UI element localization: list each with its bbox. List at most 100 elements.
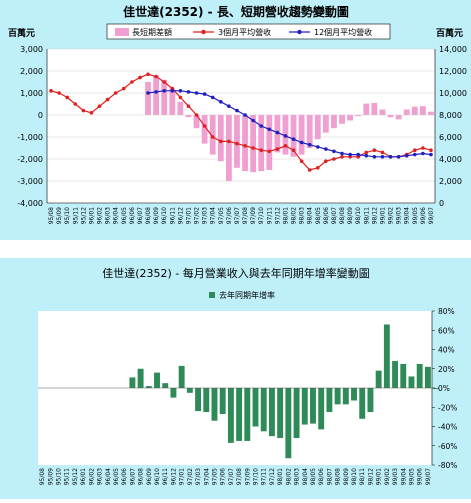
- x-tick-label: 97/04: [203, 468, 210, 485]
- diff-bar: [201, 115, 208, 144]
- left-tick-label: -3,000: [17, 177, 43, 186]
- avg-12m-point: [178, 89, 183, 93]
- avg-3m-point: [299, 159, 304, 163]
- plot-area: [47, 49, 435, 203]
- x-tick-label: 98/10: [355, 207, 362, 224]
- diff-bar: [339, 115, 345, 124]
- avg-12m-point: [235, 108, 239, 113]
- diff-bar: [403, 109, 410, 115]
- diff-bar: [185, 115, 192, 118]
- avg-3m-point: [235, 141, 239, 146]
- legend: 去年同期年增率: [209, 290, 275, 300]
- x-tick-label: 98/03: [294, 468, 301, 485]
- avg-3m-point: [372, 148, 377, 152]
- avg-12m-point: [412, 152, 417, 157]
- x-tick-label: 95/09: [56, 207, 63, 224]
- avg-3m-point: [162, 80, 167, 84]
- x-tick-label: 96/12: [170, 468, 177, 485]
- avg-12m-point: [227, 104, 231, 108]
- yoy-bar: [310, 388, 316, 424]
- yoy-bar: [416, 363, 423, 388]
- right-tick-label: 12,000: [439, 67, 467, 76]
- avg-3m-point: [113, 91, 118, 95]
- x-tick-label: 96/02: [97, 207, 104, 224]
- yoy-bar: [195, 388, 202, 412]
- avg-3m-point: [65, 95, 70, 100]
- yoy-bar: [375, 370, 382, 388]
- yoy-bar: [162, 383, 169, 388]
- diff-bar: [290, 115, 297, 157]
- yoy-bar: [244, 388, 251, 441]
- x-tick-label: 98/03: [299, 207, 306, 224]
- x-tick-label: 96/07: [137, 207, 144, 224]
- x-tick-label: 95/12: [80, 207, 87, 224]
- yoy-bar: [260, 388, 267, 432]
- avg-3m-point: [380, 150, 385, 155]
- x-tick-label: 97/07: [234, 207, 241, 224]
- left-tick-label: 2,000: [20, 67, 43, 76]
- diff-bar: [363, 103, 370, 115]
- x-tick-label: 98/12: [371, 207, 378, 224]
- x-tick-label: 98/02: [285, 468, 292, 485]
- x-tick-label: 96/03: [105, 207, 112, 224]
- x-tick-label: 95/11: [64, 468, 71, 485]
- avg-3m-point: [154, 74, 158, 79]
- avg-3m-point: [324, 159, 328, 163]
- x-tick-label: 97/07: [228, 468, 235, 485]
- x-tick-label: 97/04: [210, 207, 217, 224]
- x-tick-label: 98/05: [315, 207, 322, 224]
- legend: 長短期差額 3個月平均營收 12個月平均營收: [106, 23, 391, 40]
- y-tick-label: 60%: [438, 326, 455, 335]
- x-tick-label: 97/05: [211, 468, 218, 485]
- yoy-bar: [277, 388, 284, 439]
- diff-bar: [242, 115, 248, 172]
- yoy-chart-panel: 佳世達(2352) - 每月營業收入與去年同期年增率變動圖 去年同期年增率 80…: [0, 258, 471, 499]
- left-tick-label: 3,000: [20, 45, 43, 54]
- avg-12m-point: [348, 152, 352, 157]
- x-tick-label: 99/01: [376, 468, 383, 485]
- avg-3m-point: [243, 144, 247, 148]
- avg-12m-point: [210, 95, 215, 100]
- avg-3m-point: [412, 148, 417, 152]
- diff-bar: [355, 115, 362, 117]
- yoy-bar: [211, 388, 218, 421]
- x-tick-label: 97/10: [258, 207, 265, 224]
- yoy-bar: [408, 376, 415, 388]
- left-tick-label: -1,000: [17, 133, 43, 142]
- x-tick-label: 99/05: [412, 207, 419, 224]
- yoy-bar: [129, 377, 136, 388]
- avg-3m-point: [340, 155, 344, 159]
- trend-chart: 佳世達(2352) - 長、短期營收趨勢變動圖 百萬元 百萬元 長短期差額 3個…: [8, 4, 467, 224]
- diff-bar: [387, 115, 394, 118]
- avg-3m-point: [218, 139, 223, 144]
- x-tick-label: 99/03: [396, 207, 403, 224]
- x-tick-label: 99/04: [404, 207, 411, 224]
- legend-swatch-diff: [115, 28, 129, 36]
- yoy-bar: [145, 386, 152, 388]
- x-tick-label: 95/08: [39, 468, 46, 485]
- x-tick-label: 97/09: [250, 207, 257, 224]
- yoy-bar: [367, 388, 374, 413]
- x-tick-label: 97/12: [269, 468, 276, 485]
- x-tick-label: 97/08: [242, 207, 249, 224]
- avg-3m-point: [429, 148, 433, 152]
- legend-marker-12m: [297, 29, 302, 35]
- yoy-bar: [170, 388, 177, 398]
- y-tick-label: -80%: [438, 461, 457, 470]
- x-tick-label: 96/09: [146, 468, 153, 485]
- x-tick-label: 97/11: [261, 468, 268, 485]
- x-tick-label: 96/06: [129, 207, 136, 224]
- avg-12m-point: [259, 124, 264, 128]
- x-tick-label: 97/09: [244, 468, 251, 485]
- y-tick-label: -60%: [438, 442, 457, 451]
- left-axis-unit: 百萬元: [8, 27, 35, 39]
- avg-12m-point: [324, 147, 328, 151]
- x-tick-label: 97/08: [236, 468, 243, 485]
- avg-12m-point: [421, 151, 425, 156]
- avg-12m-point: [356, 152, 361, 157]
- yoy-bar: [433, 388, 440, 389]
- yoy-bar: [301, 388, 308, 425]
- avg-3m-point: [194, 113, 199, 117]
- avg-3m-point: [259, 148, 264, 152]
- x-tick-label: 98/01: [282, 207, 289, 224]
